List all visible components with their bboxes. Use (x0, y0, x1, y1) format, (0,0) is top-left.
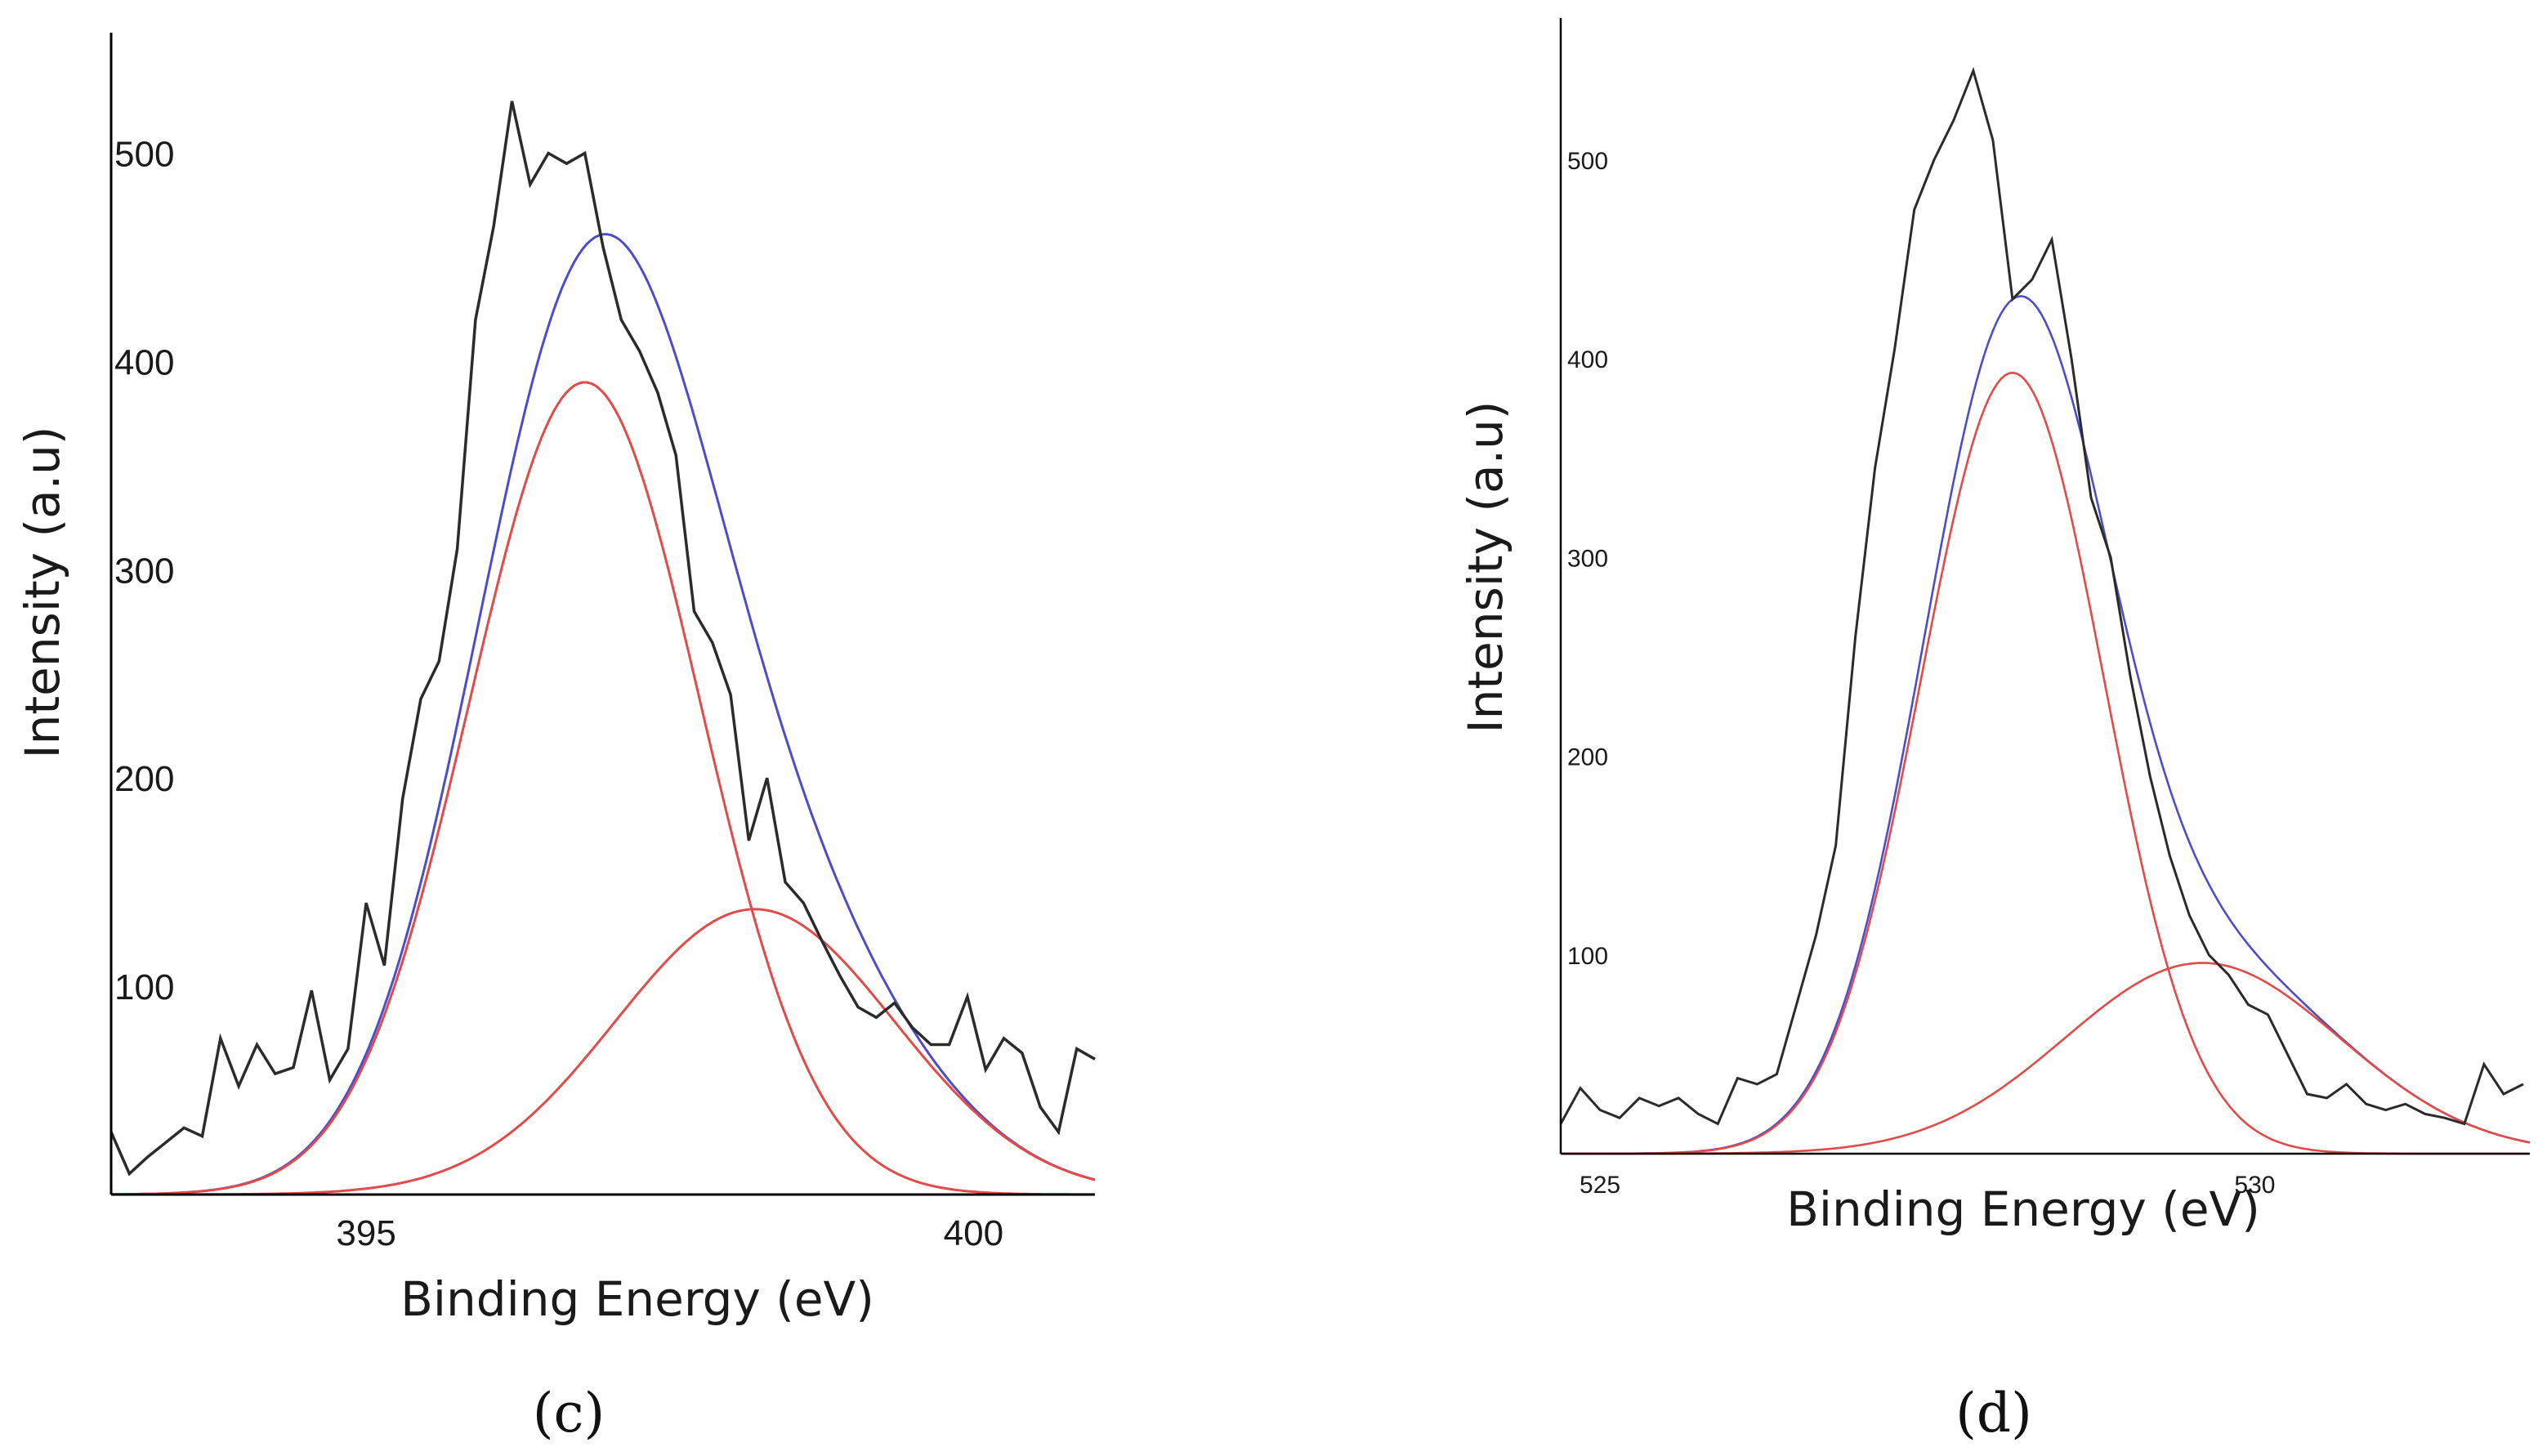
panel-label-c: (c) (533, 1382, 605, 1445)
d-raw-data-line (1559, 66, 2524, 1126)
c-raw-data-line (109, 100, 1096, 1177)
c-y-tick-label: 400 (114, 342, 174, 382)
d-ticks: 100 200 300 400 500 525 530 (1567, 148, 2275, 1199)
c-y-axis-label: Intensity (a.u) (15, 427, 70, 759)
c-x-axis-label: Binding Energy (eV) (400, 1271, 874, 1327)
c-y-tick-label: 300 (114, 551, 174, 591)
c-envelope-line (110, 233, 1096, 1196)
c-component-1-line (110, 381, 1095, 1196)
c-y-tick-label: 100 (114, 967, 174, 1007)
d-component-1-line (1561, 371, 2530, 1155)
d-envelope-line (1561, 295, 2531, 1155)
c-x-tick-label: 400 (944, 1213, 1003, 1253)
c-component-2-line (111, 908, 1096, 1196)
d-y-tick-label: 300 (1567, 545, 1608, 572)
d-y-tick-label: 400 (1567, 346, 1608, 373)
d-y-tick-label: 100 (1567, 943, 1608, 970)
d-x-tick-label: 530 (2234, 1172, 2275, 1199)
d-x-tick-label: 525 (1580, 1172, 1620, 1199)
chart-panel-c: 100 200 300 400 500 395 400 Binding Energy (eV… (15, 33, 1096, 1445)
c-y-tick-label: 500 (114, 134, 174, 174)
d-y-tick-label: 200 (1567, 744, 1608, 771)
c-y-tick-label: 200 (114, 759, 174, 799)
c-ticks: 100 200 300 400 500 395 400 (114, 134, 1003, 1253)
d-component-2-line (1561, 962, 2531, 1155)
c-x-tick-label: 395 (336, 1213, 395, 1253)
chart-panel-d: 100 200 300 400 500 525 530 Binding Energy (eV… (1458, 18, 2531, 1445)
d-y-tick-label: 500 (1567, 148, 1608, 175)
panel-label-d: (d) (1955, 1382, 2032, 1445)
d-y-axis-label: Intensity (a.u) (1458, 401, 1513, 734)
d-x-axis-label: Binding Energy (eV) (1786, 1181, 2260, 1237)
